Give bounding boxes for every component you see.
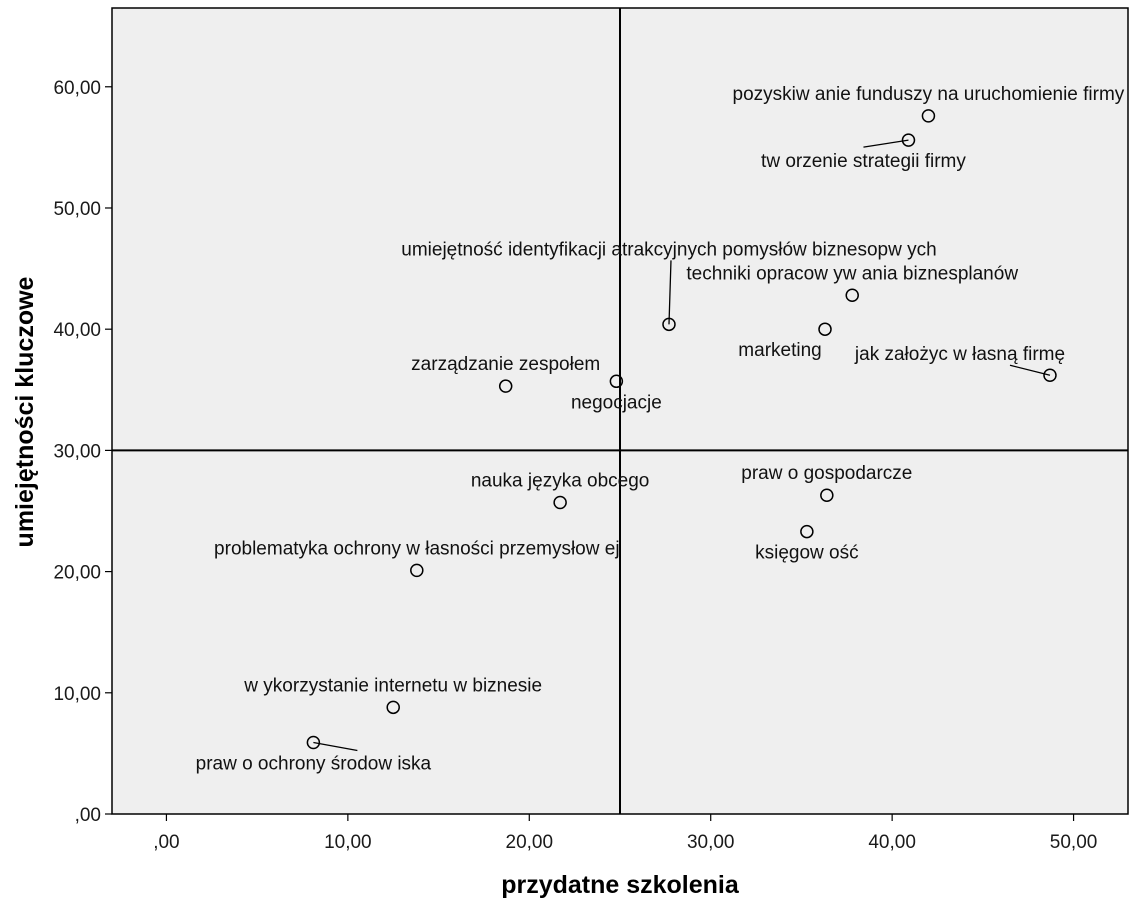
point-label: jak założyc w łasną firmę [854, 344, 1065, 365]
y-tick-label: 50,00 [53, 199, 101, 220]
x-tick-label: ,00 [153, 832, 179, 853]
point-label: marketing [738, 340, 821, 361]
x-tick-label: 50,00 [1050, 832, 1098, 853]
x-axis-title: przydatne szkolenia [501, 871, 740, 899]
y-axis-title: umiejętności kluczowe [11, 276, 39, 547]
point-label: praw o gospodarcze [741, 463, 912, 484]
data-point [386, 700, 400, 715]
leader-lines [313, 139, 1051, 752]
y-tick-label: 20,00 [53, 563, 101, 584]
y-tick-label: ,00 [75, 805, 101, 826]
y-tick-label: 40,00 [53, 320, 101, 341]
point-label: umiejętność identyfikacji atrakcyjnych p… [401, 239, 936, 260]
point-label: negocjacje [571, 392, 662, 413]
leader-line [863, 139, 909, 148]
point-label: tw orzenie strategii firmy [761, 151, 966, 172]
x-tick-label: 10,00 [324, 832, 372, 853]
point-label: praw o ochrony środow iska [196, 753, 432, 774]
data-points [306, 109, 1057, 750]
data-point [901, 133, 916, 147]
data-point [609, 374, 624, 389]
point-label: księgow ość [755, 543, 859, 564]
leader-line [668, 260, 672, 325]
data-point [800, 524, 814, 539]
leader-line [1009, 364, 1051, 376]
point-labels: pozyskiw anie funduszy na uruchomienie f… [196, 84, 1125, 775]
point-label: problematyka ochrony w łasności przemysł… [214, 538, 620, 559]
data-point [662, 317, 676, 332]
x-axis-ticks: ,00 10,00 20,00 30,00 40,00 50,00 [153, 814, 1097, 853]
data-point [1043, 368, 1057, 382]
reference-lines [112, 8, 1128, 814]
data-point [820, 488, 834, 502]
point-label: nauka języka obcego [471, 471, 650, 492]
data-point [818, 322, 832, 336]
point-label: pozyskiw anie funduszy na uruchomienie f… [733, 84, 1125, 105]
y-tick-label: 60,00 [53, 78, 101, 99]
point-label: zarządzanie zespołem [411, 354, 600, 375]
data-point [498, 379, 513, 393]
data-point [306, 735, 321, 750]
point-label: w ykorzystanie internetu w biznesie [243, 675, 542, 696]
x-tick-label: 40,00 [868, 832, 916, 853]
y-tick-label: 30,00 [53, 441, 101, 462]
data-point [845, 288, 859, 303]
data-point [410, 563, 424, 578]
x-tick-label: 20,00 [506, 832, 554, 853]
x-tick-label: 30,00 [687, 832, 735, 853]
y-tick-label: 10,00 [53, 684, 101, 705]
data-point [553, 495, 567, 510]
data-point [921, 109, 936, 123]
y-axis-ticks: ,00 10,00 20,00 30,00 40,00 50,00 60,00 [53, 78, 112, 826]
leader-line [313, 741, 358, 752]
point-label: techniki opracow yw ania biznesplanów [686, 263, 1018, 284]
